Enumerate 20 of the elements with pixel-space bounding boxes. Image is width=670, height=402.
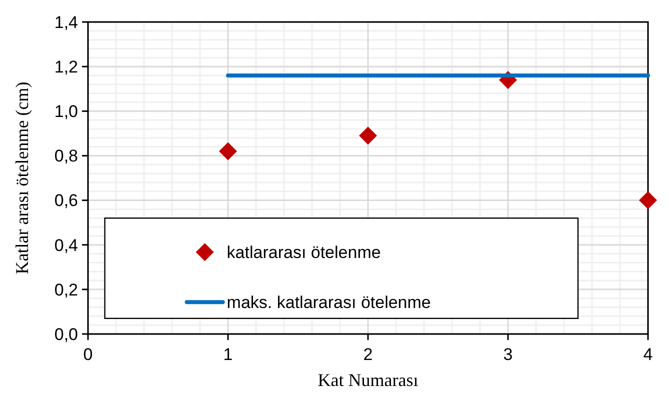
legend-label: maks. katlararası ötelenme (226, 293, 431, 312)
x-tick-label: 0 (83, 345, 93, 364)
point (639, 191, 657, 210)
x-tick-label: 4 (643, 345, 653, 364)
y-tick-label: 1,4 (54, 12, 78, 32)
x-tick-label: 1 (223, 345, 233, 364)
x-axis-title: Kat Numarası (318, 370, 418, 390)
y-tick-label: 0,0 (54, 324, 78, 344)
y-tick-label: 1,0 (54, 102, 78, 122)
y-tick-label: 0,2 (54, 280, 78, 300)
y-tick-label: 0,8 (54, 146, 78, 166)
y-tick-label: 0,4 (54, 236, 78, 255)
point (359, 126, 377, 145)
y-axis-title: Katlar arası ötelenme (cm) (12, 82, 32, 274)
y-tick-label: 1,2 (54, 58, 78, 77)
y-tick-label: 0,6 (54, 191, 78, 210)
x-tick-label: 3 (503, 345, 513, 364)
legend-label: katlararası ötelenme (226, 243, 381, 262)
x-tick-label: 2 (363, 345, 373, 364)
point (219, 142, 237, 160)
